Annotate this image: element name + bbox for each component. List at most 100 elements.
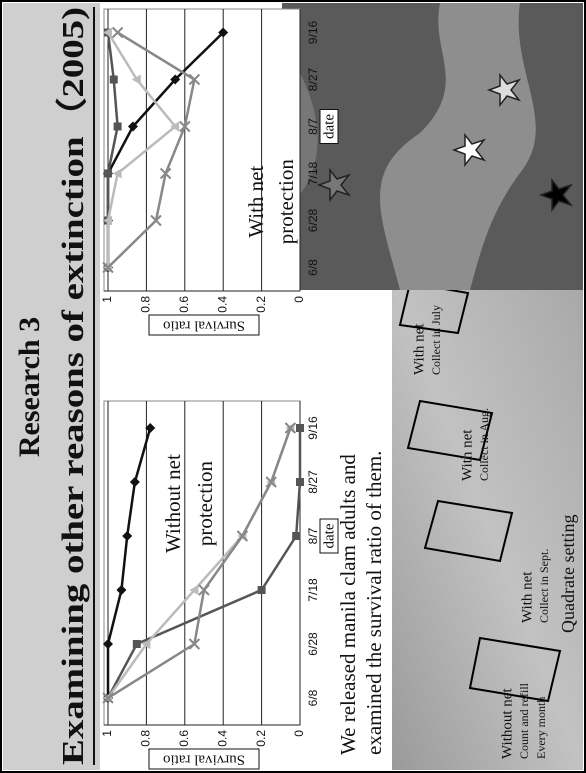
series-line [106,31,177,268]
x-axis-title-box [319,518,339,554]
point [111,26,124,39]
point [296,478,304,486]
star [538,177,574,213]
point [198,584,210,596]
star [316,167,352,203]
x-tick-label: 6/8 [306,259,320,276]
y-tick-label: 0 [292,730,306,737]
point [218,27,229,38]
point [113,122,122,131]
point [189,585,199,595]
point [112,168,122,179]
point [179,120,191,133]
quadrate [423,499,514,563]
photo-label: Collect in Sept. [537,549,551,623]
slide-subtitle: Examining other reasons of extinction（20… [55,7,90,765]
point [141,639,151,649]
point [145,423,156,433]
point [122,531,133,541]
point [129,477,140,487]
chart-annotation: protection [193,461,217,547]
x-axis-title-box [319,109,339,144]
point [116,585,127,595]
plot-area [103,8,301,292]
point [170,121,180,132]
quadrate [468,636,562,703]
x-tick-label: 8/27 [306,67,320,91]
photo-label: Collect in Aug. [477,408,491,481]
y-tick-label: 0.8 [139,730,153,747]
x-axis-title: date [321,114,337,139]
photo-label: Collect in July [429,305,443,375]
description: We released manila clam adults and [336,454,360,755]
plot-area [103,400,301,726]
y-tick-label: 0.6 [177,296,191,313]
point [109,75,118,84]
y-tick-label: 0.8 [139,296,153,313]
photo-label: With net [459,429,475,481]
point [296,424,304,432]
x-tick-label: 7/18 [306,161,320,185]
y-tick-label: 0.4 [215,730,229,747]
photo-label: Every month [534,697,548,759]
x-tick-label: 8/7 [306,527,320,544]
point [257,586,266,594]
y-tick-label: 0.2 [254,730,268,747]
chart-annotation: protection [274,159,298,245]
series-line [107,31,196,269]
star [486,72,522,108]
x-tick-label: 9/16 [306,20,320,44]
photo-label: Without net [499,688,515,759]
y-axis-title: Survival ratio [163,318,245,334]
x-tick-label: 8/27 [306,470,320,494]
y-tick-label: 0.2 [254,296,268,313]
series-line [106,428,302,699]
x-tick-label: 9/16 [306,416,320,440]
x-tick-label: 6/28 [306,632,320,656]
slide-title: Research 3 [13,317,46,457]
map-water [380,3,536,290]
point [188,638,201,650]
point [236,530,249,542]
x-axis-title: date [321,523,337,548]
chart-annotation: Without net [161,454,185,553]
chart-annotation: With net [244,166,268,238]
series-line [107,427,292,700]
y-tick-label: 0.6 [177,730,191,747]
y-tick-label: 0.4 [215,296,229,313]
y-axis-title: Survival ratio [163,752,245,768]
y-axis-title-box [148,748,260,770]
point [265,476,277,488]
x-tick-label: 7/18 [306,578,320,602]
x-tick-label: 6/8 [306,689,320,706]
quadrate [398,281,470,335]
y-tick-label: 0 [292,296,306,303]
point [170,74,181,85]
point [103,215,112,226]
point [292,532,301,540]
series-line [106,427,152,698]
point [102,261,114,274]
quadrate [406,399,494,462]
x-tick-label: 6/28 [306,208,320,232]
point [150,214,162,227]
point [127,121,138,132]
point [103,639,113,649]
photo-label: With net [519,571,535,623]
description: examined the survival ratio of them. [362,451,386,755]
photo-label: Count and refill [517,682,531,759]
map-stars [316,72,574,213]
point [103,27,112,38]
y-axis-title-box [148,314,260,336]
point [188,73,201,86]
point [102,692,114,704]
y-tick-label: 1 [100,730,114,737]
point [132,640,141,648]
point [284,422,297,434]
star [451,132,487,168]
photo-label: With net [411,323,427,375]
x-tick-label: 8/7 [306,118,320,135]
y-tick-label: 1 [100,296,114,303]
